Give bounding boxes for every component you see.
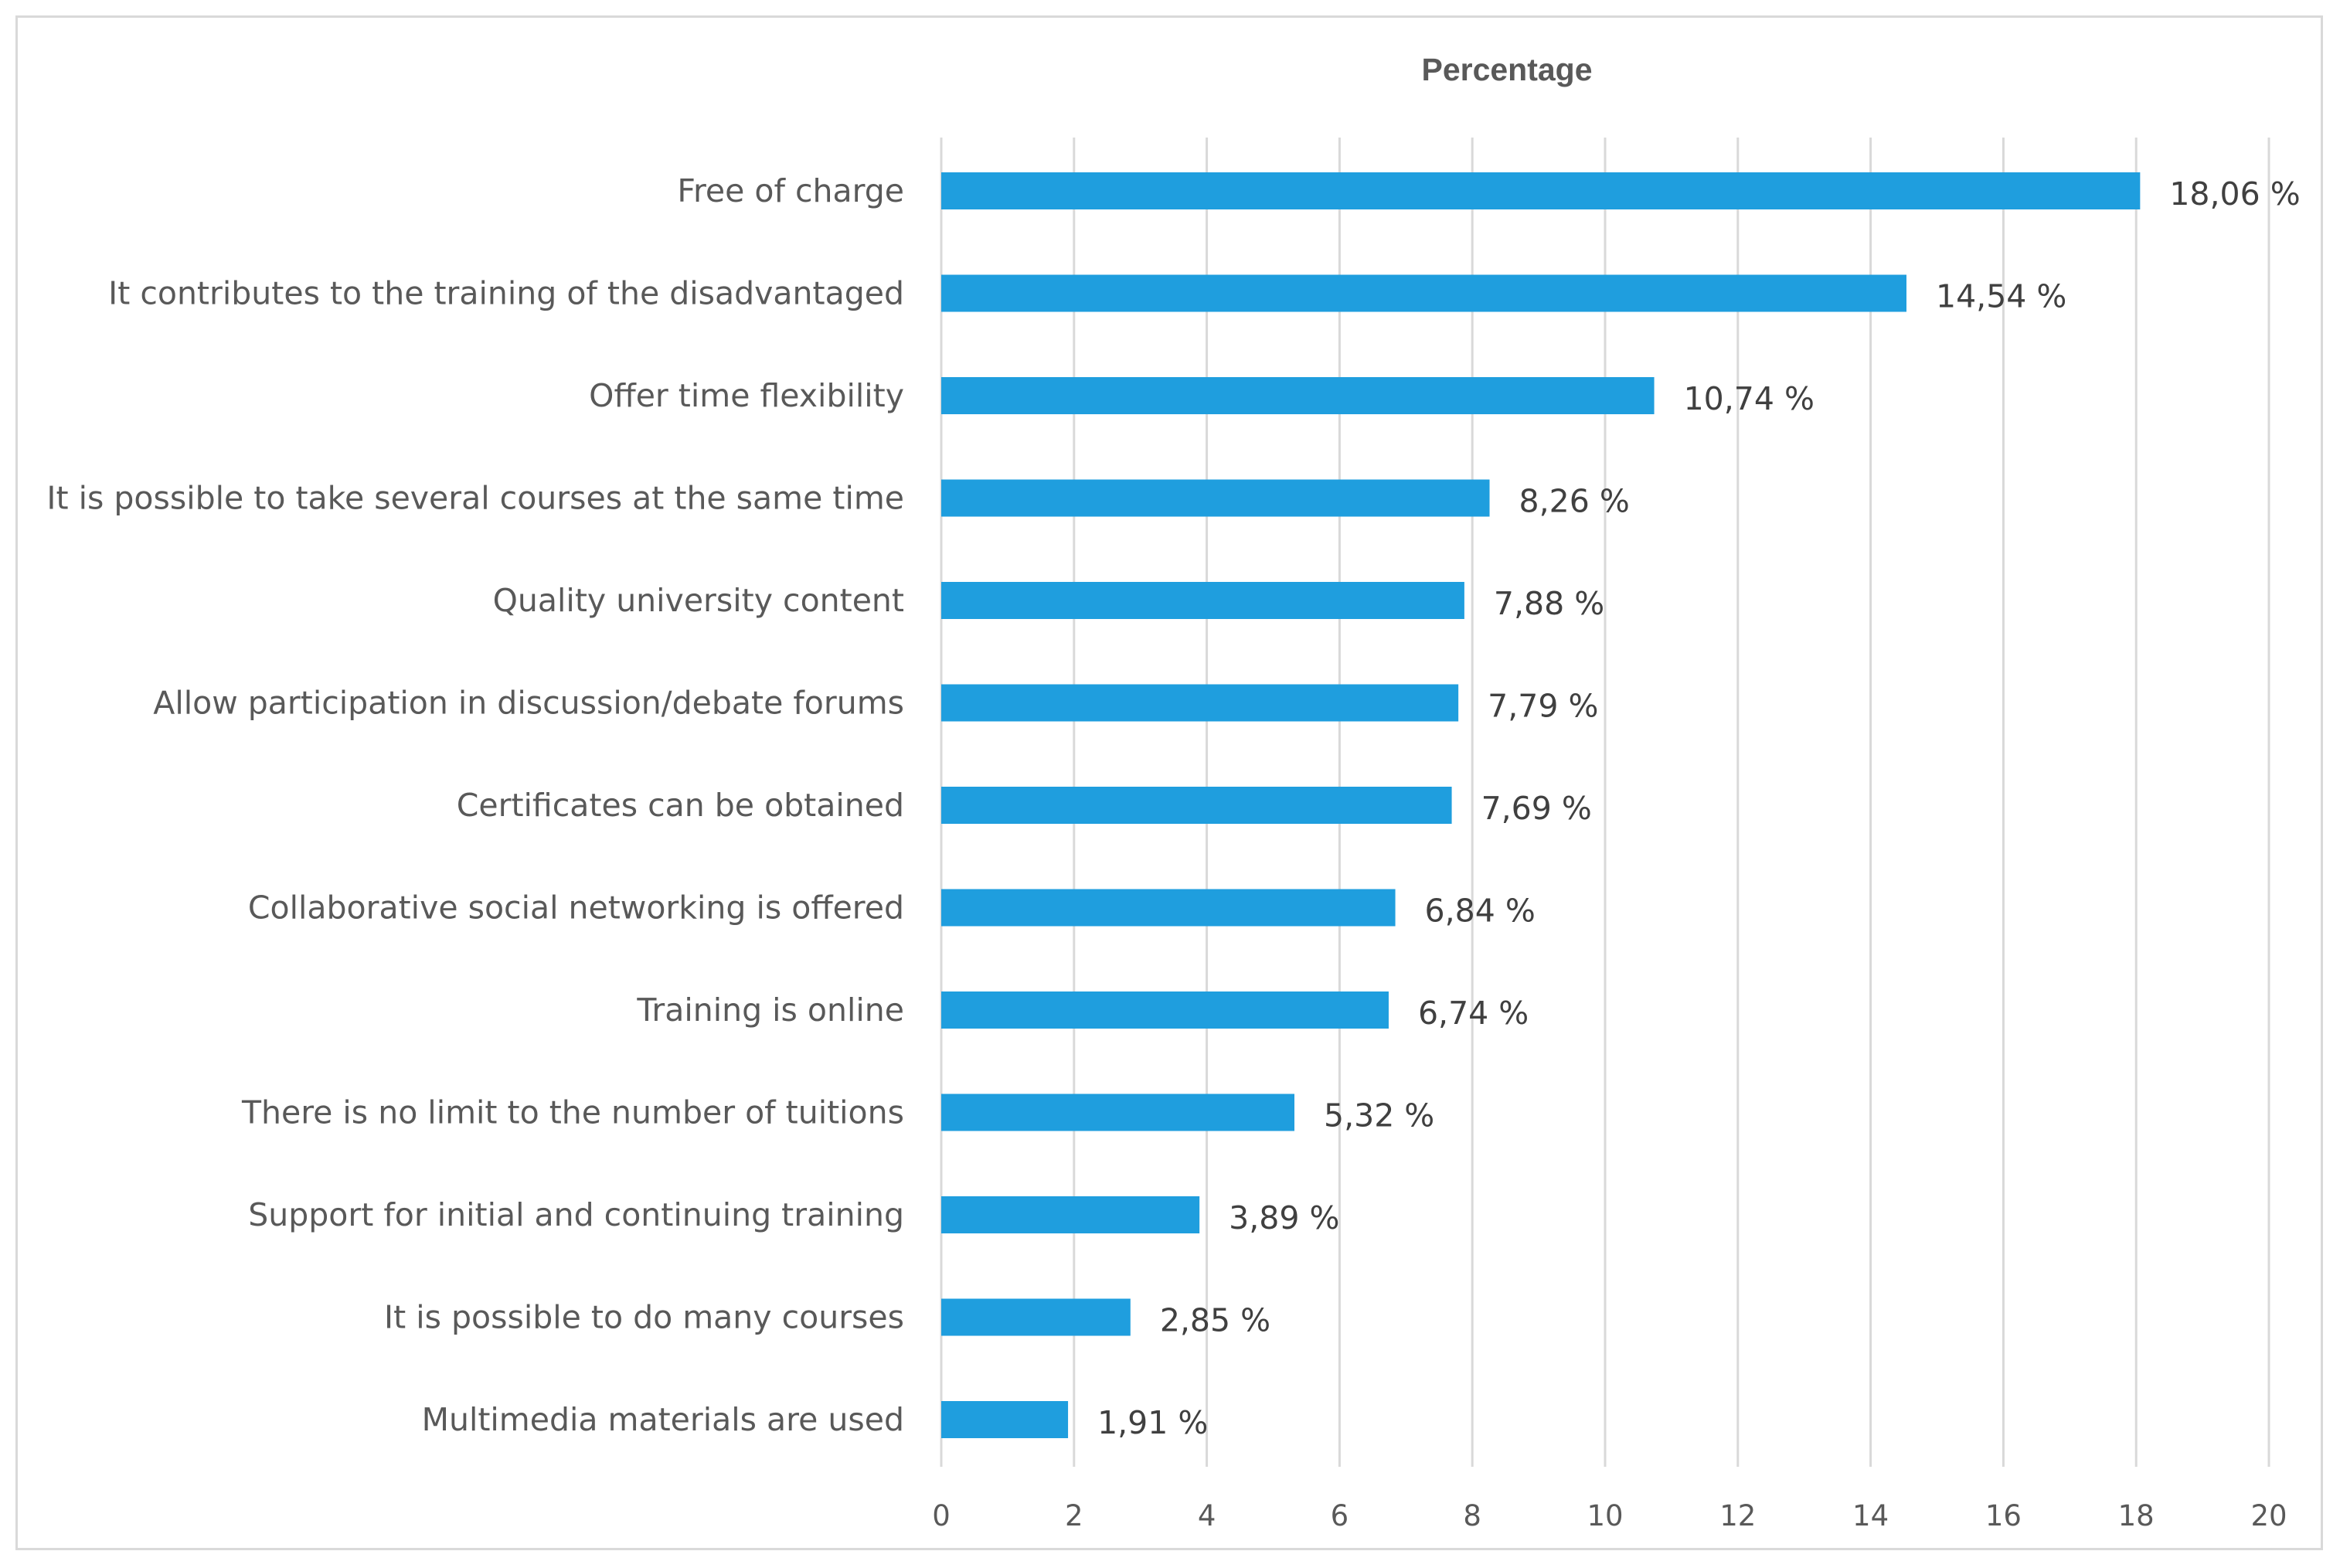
category-label-13: Multimedia materials are used: [422, 1401, 904, 1438]
bar-2: [941, 274, 1906, 312]
x-tick-label-12: 12: [1719, 1499, 1756, 1532]
data-label-10: 5,32 %: [1324, 1097, 1434, 1134]
x-tick-label-14: 14: [1852, 1499, 1889, 1532]
bar-3: [941, 377, 1655, 414]
bar-8: [941, 889, 1396, 927]
data-label-1: 18,06 %: [2169, 175, 2300, 213]
data-label-5: 7,88 %: [1494, 585, 1604, 622]
category-label-7: Certificates can be obtained: [457, 787, 904, 824]
x-tick-label-16: 16: [1985, 1499, 2022, 1532]
category-label-3: Offer time flexibility: [589, 377, 904, 414]
data-label-9: 6,74 %: [1418, 995, 1529, 1032]
category-label-5: Quality university content: [493, 582, 904, 619]
data-label-13: 1,91 %: [1097, 1404, 1208, 1441]
data-label-6: 7,79 %: [1488, 688, 1598, 725]
chart-title: Percentage: [1421, 52, 1592, 87]
x-tick-label-6: 6: [1331, 1499, 1349, 1532]
x-tick-label-20: 20: [2250, 1499, 2287, 1532]
x-tick-label-4: 4: [1198, 1499, 1216, 1532]
bar-1: [941, 172, 2141, 209]
category-label-4: It is possible to take several courses a…: [46, 480, 904, 517]
category-label-11: Support for initial and continuing train…: [248, 1196, 904, 1233]
data-label-3: 10,74 %: [1684, 380, 1815, 417]
bar-11: [941, 1196, 1200, 1233]
data-label-8: 6,84 %: [1425, 893, 1536, 930]
category-label-9: Training is online: [636, 991, 904, 1029]
category-label-2: It contributes to the training of the di…: [108, 275, 904, 312]
category-label-6: Allow participation in discussion/debate…: [153, 685, 904, 722]
x-tick-label-8: 8: [1463, 1499, 1481, 1532]
bar-6: [941, 684, 1459, 722]
bar-13: [941, 1401, 1069, 1438]
data-label-12: 2,85 %: [1160, 1302, 1270, 1339]
data-label-4: 8,26 %: [1519, 483, 1630, 520]
gridlines: [940, 138, 2270, 1467]
x-tick-label-0: 0: [932, 1499, 951, 1532]
bar-4: [941, 479, 1490, 517]
category-label-1: Free of charge: [677, 172, 904, 209]
category-label-12: It is possible to do many courses: [384, 1299, 904, 1336]
bar-7: [941, 787, 1452, 824]
category-label-8: Collaborative social networking is offer…: [248, 889, 904, 927]
data-label-11: 3,89 %: [1229, 1199, 1339, 1236]
x-tick-label-10: 10: [1587, 1499, 1623, 1532]
x-tick-label-2: 2: [1065, 1499, 1083, 1532]
data-label-2: 14,54 %: [1936, 278, 2066, 315]
data-label-7: 7,69 %: [1481, 790, 1592, 827]
labels: 0 2 4 6 8 10 12 14 16 18 20 Free of charge 18,06 % It…: [46, 172, 2300, 1532]
category-label-10: There is no limit to the number of tuiti…: [241, 1094, 904, 1131]
x-tick-label-18: 18: [2118, 1499, 2155, 1532]
bar-5: [941, 582, 1464, 619]
bar-12: [941, 1298, 1131, 1336]
bar-10: [941, 1094, 1294, 1131]
bars: [941, 172, 2141, 1438]
chart-frame: [15, 15, 2323, 1550]
bar-9: [941, 991, 1389, 1029]
